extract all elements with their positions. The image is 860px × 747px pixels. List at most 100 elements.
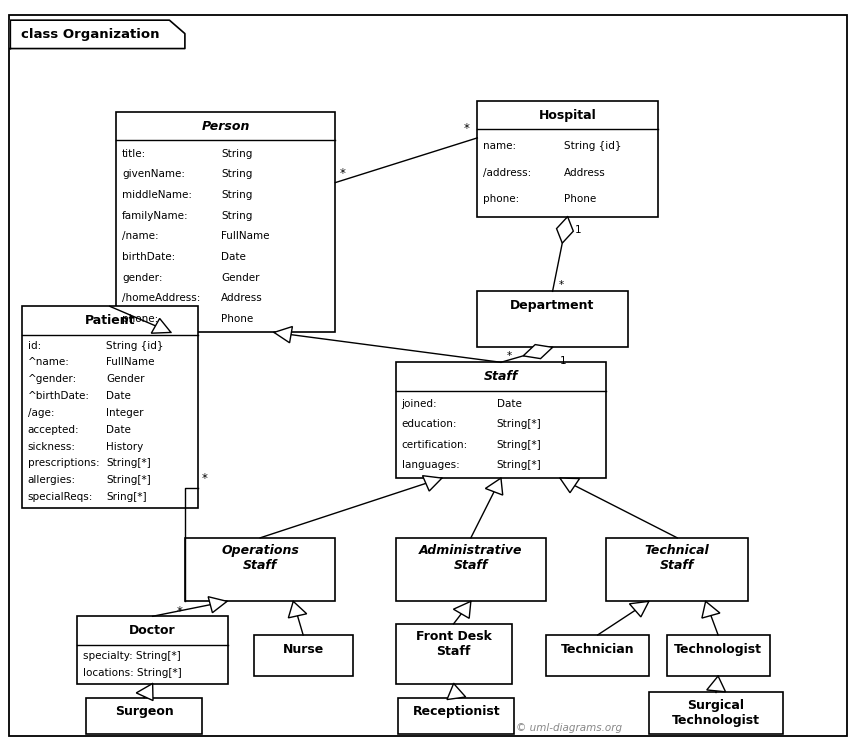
Bar xyxy=(86,698,202,734)
Text: *: * xyxy=(340,167,346,179)
Polygon shape xyxy=(136,684,153,701)
Text: specialty: String[*]: specialty: String[*] xyxy=(83,651,181,660)
Text: Address: Address xyxy=(564,168,605,178)
Polygon shape xyxy=(208,597,227,613)
Bar xyxy=(396,538,546,601)
Polygon shape xyxy=(274,326,292,343)
Polygon shape xyxy=(523,344,553,359)
Bar xyxy=(477,101,658,217)
Text: Department: Department xyxy=(510,299,595,312)
Text: *: * xyxy=(507,350,512,361)
Text: /age:: /age: xyxy=(28,408,54,418)
Text: Nurse: Nurse xyxy=(283,642,323,656)
Polygon shape xyxy=(702,601,720,618)
Text: certification:: certification: xyxy=(402,439,468,450)
Text: 1: 1 xyxy=(574,225,581,235)
Polygon shape xyxy=(288,601,307,618)
Text: prescriptions:: prescriptions: xyxy=(28,459,99,468)
Bar xyxy=(396,624,512,684)
Text: birthDate:: birthDate: xyxy=(122,252,175,262)
Bar xyxy=(185,538,335,601)
Text: History: History xyxy=(106,441,144,451)
Text: Staff: Staff xyxy=(484,370,518,383)
Text: Date: Date xyxy=(106,391,131,401)
Text: Administrative
Staff: Administrative Staff xyxy=(419,545,523,572)
Polygon shape xyxy=(447,684,465,699)
Text: languages:: languages: xyxy=(402,460,459,470)
Text: sickness:: sickness: xyxy=(28,441,76,451)
Text: String: String xyxy=(221,170,253,179)
Text: String: String xyxy=(221,190,253,200)
Text: Phone: Phone xyxy=(564,194,596,205)
Text: Surgical
Technologist: Surgical Technologist xyxy=(672,699,760,727)
Text: ^name:: ^name: xyxy=(28,357,70,368)
Text: Front Desk
Staff: Front Desk Staff xyxy=(415,630,492,658)
Text: Gender: Gender xyxy=(221,273,260,282)
Text: /address:: /address: xyxy=(483,168,531,178)
Text: Technician: Technician xyxy=(561,642,635,656)
Text: *: * xyxy=(464,122,470,135)
Text: phone:: phone: xyxy=(122,314,158,324)
Text: ^gender:: ^gender: xyxy=(28,374,77,384)
Bar xyxy=(396,362,606,478)
Text: Sring[*]: Sring[*] xyxy=(106,492,147,502)
Text: Date: Date xyxy=(106,425,131,435)
Text: Doctor: Doctor xyxy=(129,624,176,637)
Text: Patient: Patient xyxy=(84,314,135,327)
Text: accepted:: accepted: xyxy=(28,425,79,435)
Text: String[*]: String[*] xyxy=(106,475,150,486)
Polygon shape xyxy=(707,676,726,692)
Bar xyxy=(22,306,198,508)
Bar xyxy=(666,635,770,676)
Text: String {id}: String {id} xyxy=(564,141,622,152)
Text: givenName:: givenName: xyxy=(122,170,185,179)
Text: locations: String[*]: locations: String[*] xyxy=(83,668,182,678)
Text: FullName: FullName xyxy=(221,232,270,241)
Text: joined:: joined: xyxy=(402,399,437,409)
Text: class Organization: class Organization xyxy=(21,28,159,41)
Text: String: String xyxy=(221,211,253,221)
Text: name:: name: xyxy=(483,141,517,152)
Text: /homeAddress:: /homeAddress: xyxy=(122,294,200,303)
Text: Hospital: Hospital xyxy=(538,108,597,122)
Text: Phone: Phone xyxy=(221,314,254,324)
Polygon shape xyxy=(556,217,574,243)
Text: Gender: Gender xyxy=(106,374,144,384)
Text: Technical
Staff: Technical Staff xyxy=(645,545,710,572)
Text: title:: title: xyxy=(122,149,146,159)
Bar xyxy=(398,698,514,734)
Bar xyxy=(477,291,628,347)
Bar xyxy=(116,112,335,332)
Text: middleName:: middleName: xyxy=(122,190,192,200)
Text: Receptionist: Receptionist xyxy=(413,705,500,719)
Text: String[*]: String[*] xyxy=(497,419,542,430)
Text: 1: 1 xyxy=(560,356,566,366)
Text: specialReqs:: specialReqs: xyxy=(28,492,93,502)
Text: *: * xyxy=(202,472,208,485)
Polygon shape xyxy=(560,478,580,493)
Text: *: * xyxy=(559,279,563,290)
Text: /name:: /name: xyxy=(122,232,159,241)
Text: String: String xyxy=(221,149,253,159)
Text: String[*]: String[*] xyxy=(106,459,150,468)
Bar xyxy=(77,616,228,684)
Polygon shape xyxy=(630,601,648,617)
Text: *: * xyxy=(176,605,182,618)
Text: String[*]: String[*] xyxy=(497,439,542,450)
Bar xyxy=(606,538,748,601)
Polygon shape xyxy=(151,318,171,333)
Text: ^birthDate:: ^birthDate: xyxy=(28,391,89,401)
Bar xyxy=(546,635,649,676)
Bar xyxy=(254,635,353,676)
Polygon shape xyxy=(422,476,442,491)
Polygon shape xyxy=(10,20,185,49)
Polygon shape xyxy=(453,601,471,619)
Text: String {id}: String {id} xyxy=(106,341,163,350)
Text: String[*]: String[*] xyxy=(497,460,542,470)
Text: phone:: phone: xyxy=(483,194,519,205)
Text: Technologist: Technologist xyxy=(674,642,762,656)
Text: familyName:: familyName: xyxy=(122,211,188,221)
Bar xyxy=(649,692,783,734)
Text: Date: Date xyxy=(221,252,246,262)
Text: allergies:: allergies: xyxy=(28,475,76,486)
